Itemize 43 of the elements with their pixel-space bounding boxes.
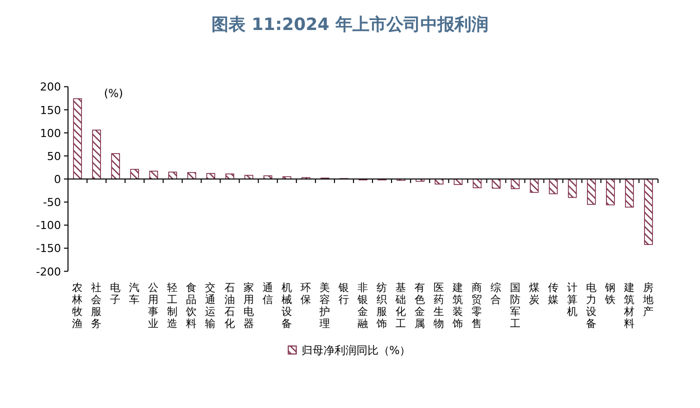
x-tick-label: 建筑材料 [622,281,635,330]
x-tick-label: 通信 [262,281,274,306]
x-tick-label: 综合 [490,281,502,306]
x-tick-label: 建筑装饰 [452,281,464,330]
y-tick-label: -50 [43,196,61,210]
x-tick-label: 房地产 [642,281,654,318]
x-tick-label: 计算机 [566,281,578,318]
y-tick-label: 0 [54,173,61,186]
y-axis-title: (%) [104,87,124,100]
x-tick-label: 机械设备 [281,282,292,330]
x-tick-label: 社会服务 [91,281,102,330]
y-tick-label: -150 [36,242,61,256]
x-tick-label: 食品饮料 [185,282,198,330]
x-tick-label: 商贸零售 [472,281,483,330]
x-tick-label: 钢铁 [604,282,616,306]
y-tick-label: 200 [40,80,61,94]
x-tick-label: 交通运输 [205,281,216,330]
x-tick-label: 电力设备 [586,281,597,330]
y-tick-label: -100 [36,219,61,232]
x-tick-label: 传媒 [548,282,559,306]
legend-label: 归母净利润同比（%） [301,344,411,357]
y-tick-label: 150 [40,104,61,117]
x-tick-label: 石油石化 [224,282,236,330]
x-tick-label: 环保 [300,282,312,306]
chart-title: 图表 11:2024 年上市公司中报利润 [212,15,488,35]
x-tick-label: 国防军工 [510,282,521,330]
x-tick-label: 轻工制造 [167,282,178,330]
y-tick-label: -200 [36,265,61,278]
x-tick-label: 农林牧渔 [71,282,84,330]
y-tick-label: 50 [47,150,61,163]
x-tick-label: 基础化工 [394,281,407,330]
x-tick-label: 银行 [337,282,350,306]
x-tick-label: 公用事业 [148,282,160,330]
x-tick-label: 煤炭 [528,282,540,306]
x-tick-label: 美容护理 [318,281,330,330]
x-tick-label: 电子 [110,281,122,306]
y-tick-label: 100 [40,126,61,140]
x-tick-label: 汽车 [129,282,140,306]
x-tick-label: 家用电器 [243,281,254,330]
x-tick-label: 非银金融 [356,281,368,330]
x-tick-label: 有色金属 [414,282,426,330]
x-tick-label: 纺织服饰 [376,281,388,330]
x-tick-label: 医药生物 [434,282,445,330]
